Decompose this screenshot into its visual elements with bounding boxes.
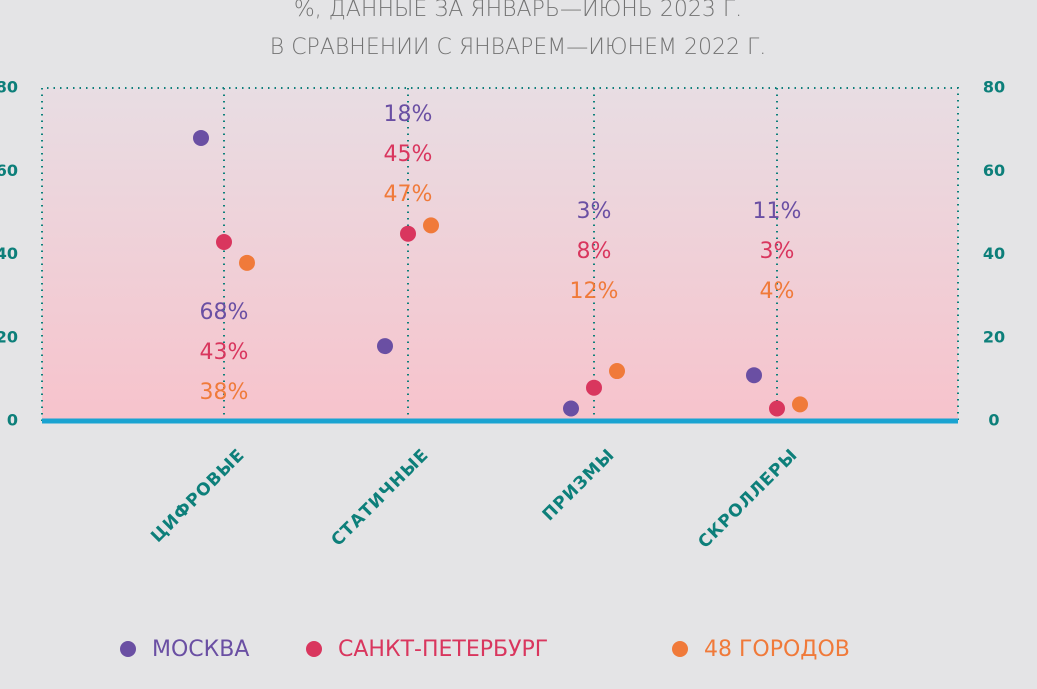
dot xyxy=(400,225,416,242)
dot xyxy=(792,396,808,413)
y-tick-label: 60 xyxy=(0,161,18,180)
legend-label: 48 ГОРОДОВ xyxy=(704,637,850,662)
y-tick-label: 80 xyxy=(0,78,18,97)
y2-tick-label: 60 xyxy=(983,161,1005,180)
x-tick-label: ПРИЗМЫ xyxy=(539,445,619,525)
dot xyxy=(746,367,762,384)
dot xyxy=(769,400,785,417)
legend-marker xyxy=(120,641,136,657)
dot xyxy=(377,338,393,355)
chart-title: %, ДАННЫЕ ЗА ЯНВАРЬ—ИЮНЬ 2023 Г. xyxy=(294,0,742,22)
dot xyxy=(216,234,232,251)
dot xyxy=(423,217,439,234)
legend-marker xyxy=(306,641,322,657)
legend-marker xyxy=(672,641,688,657)
x-tick-label: СТАТИЧНЫЕ xyxy=(328,445,434,551)
data-label: 4% xyxy=(760,279,795,304)
legend-label: МОСКВА xyxy=(152,637,249,662)
x-tick-label: ЦИФРОВЫЕ xyxy=(147,445,249,547)
dot xyxy=(609,363,625,380)
data-label: 38% xyxy=(200,380,249,405)
y2-tick-label: 0 xyxy=(988,411,999,430)
y2-tick-label: 40 xyxy=(983,244,1005,263)
data-label: 43% xyxy=(200,340,249,365)
y-tick-label: 0 xyxy=(7,411,18,430)
y2-tick-label: 80 xyxy=(983,78,1005,97)
x-tick-label: СКРОЛЛЕРЫ xyxy=(694,445,802,553)
data-label: 11% xyxy=(753,199,802,224)
data-label: 8% xyxy=(577,239,612,264)
y-tick-label: 40 xyxy=(0,244,18,263)
data-label: 68% xyxy=(200,300,249,325)
data-label: 3% xyxy=(577,199,612,224)
y-tick-label: 20 xyxy=(0,327,18,346)
dot xyxy=(239,254,255,271)
data-label: 45% xyxy=(384,142,433,167)
chart-subtitle: В СРАВНЕНИИ С ЯНВАРЕМ—ИЮНЕМ 2022 Г. xyxy=(270,35,766,60)
data-label: 12% xyxy=(570,279,619,304)
legend-label: САНКТ-ПЕТЕРБУРГ xyxy=(338,637,548,662)
data-label: 3% xyxy=(760,239,795,264)
data-label: 18% xyxy=(384,102,433,127)
dot xyxy=(586,379,602,396)
data-label: 47% xyxy=(384,182,433,207)
dot xyxy=(193,129,209,146)
dot xyxy=(563,400,579,417)
y2-tick-label: 20 xyxy=(983,327,1005,346)
plot-area xyxy=(42,88,958,421)
